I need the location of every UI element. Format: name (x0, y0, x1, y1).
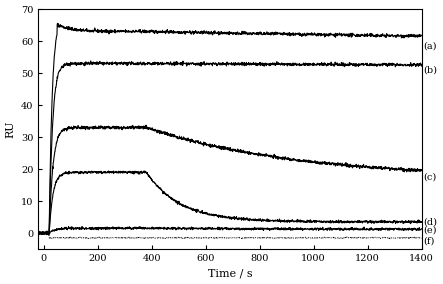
Text: (f): (f) (424, 237, 435, 246)
Y-axis label: RU: RU (6, 120, 16, 138)
X-axis label: Time / s: Time / s (208, 268, 252, 278)
Text: (e): (e) (424, 225, 437, 234)
Text: (b): (b) (424, 65, 438, 74)
Text: (c): (c) (424, 173, 437, 181)
Text: (d): (d) (424, 217, 438, 226)
Text: (a): (a) (424, 41, 437, 50)
